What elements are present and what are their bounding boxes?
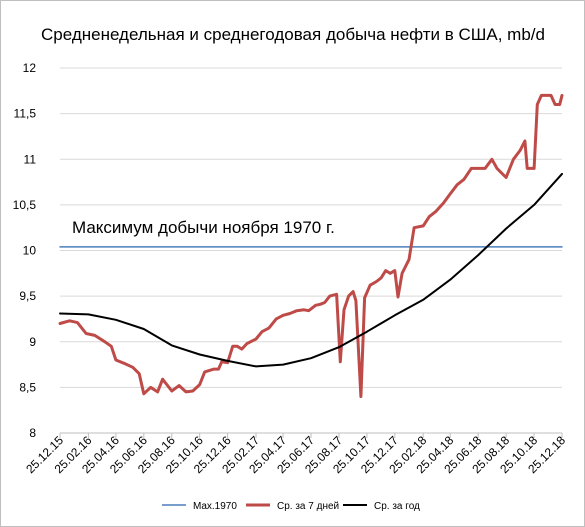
y-tick-label: 12 [23, 61, 37, 75]
chart-title: Средненедельная и среднегодовая добыча н… [41, 25, 545, 44]
y-tick-label: 9,5 [19, 289, 36, 303]
legend-label: Ср. за 7 дней [277, 501, 339, 512]
x-axis-tick-labels: 25.12.1525.02.1625.04.1625.06.1625.08.16… [23, 433, 568, 476]
y-axis-tick-labels: 8 8,5 9 9,5 10 10,5 11 11,5 12 [13, 61, 37, 440]
max-1970-annotation: Максимум добычи ноября 1970 г. [72, 218, 335, 237]
legend-label: Max.1970 [193, 501, 237, 512]
series-line-2 [58, 93, 564, 398]
chart-grid [59, 67, 563, 438]
y-tick-label: 10 [23, 244, 37, 258]
y-tick-label: 11,5 [14, 107, 37, 121]
series-layer [58, 93, 564, 398]
y-tick-label: 10,5 [13, 198, 37, 212]
legend-label: Ср. за год [374, 501, 420, 512]
y-tick-label: 11 [24, 152, 37, 166]
y-tick-label: 8,5 [19, 380, 36, 394]
series-line-3 [59, 172, 563, 368]
y-tick-label: 8 [29, 426, 36, 440]
y-tick-label: 9 [29, 335, 36, 349]
chart-legend: Max.1970 Ср. за 7 дней Ср. за год [162, 501, 420, 512]
